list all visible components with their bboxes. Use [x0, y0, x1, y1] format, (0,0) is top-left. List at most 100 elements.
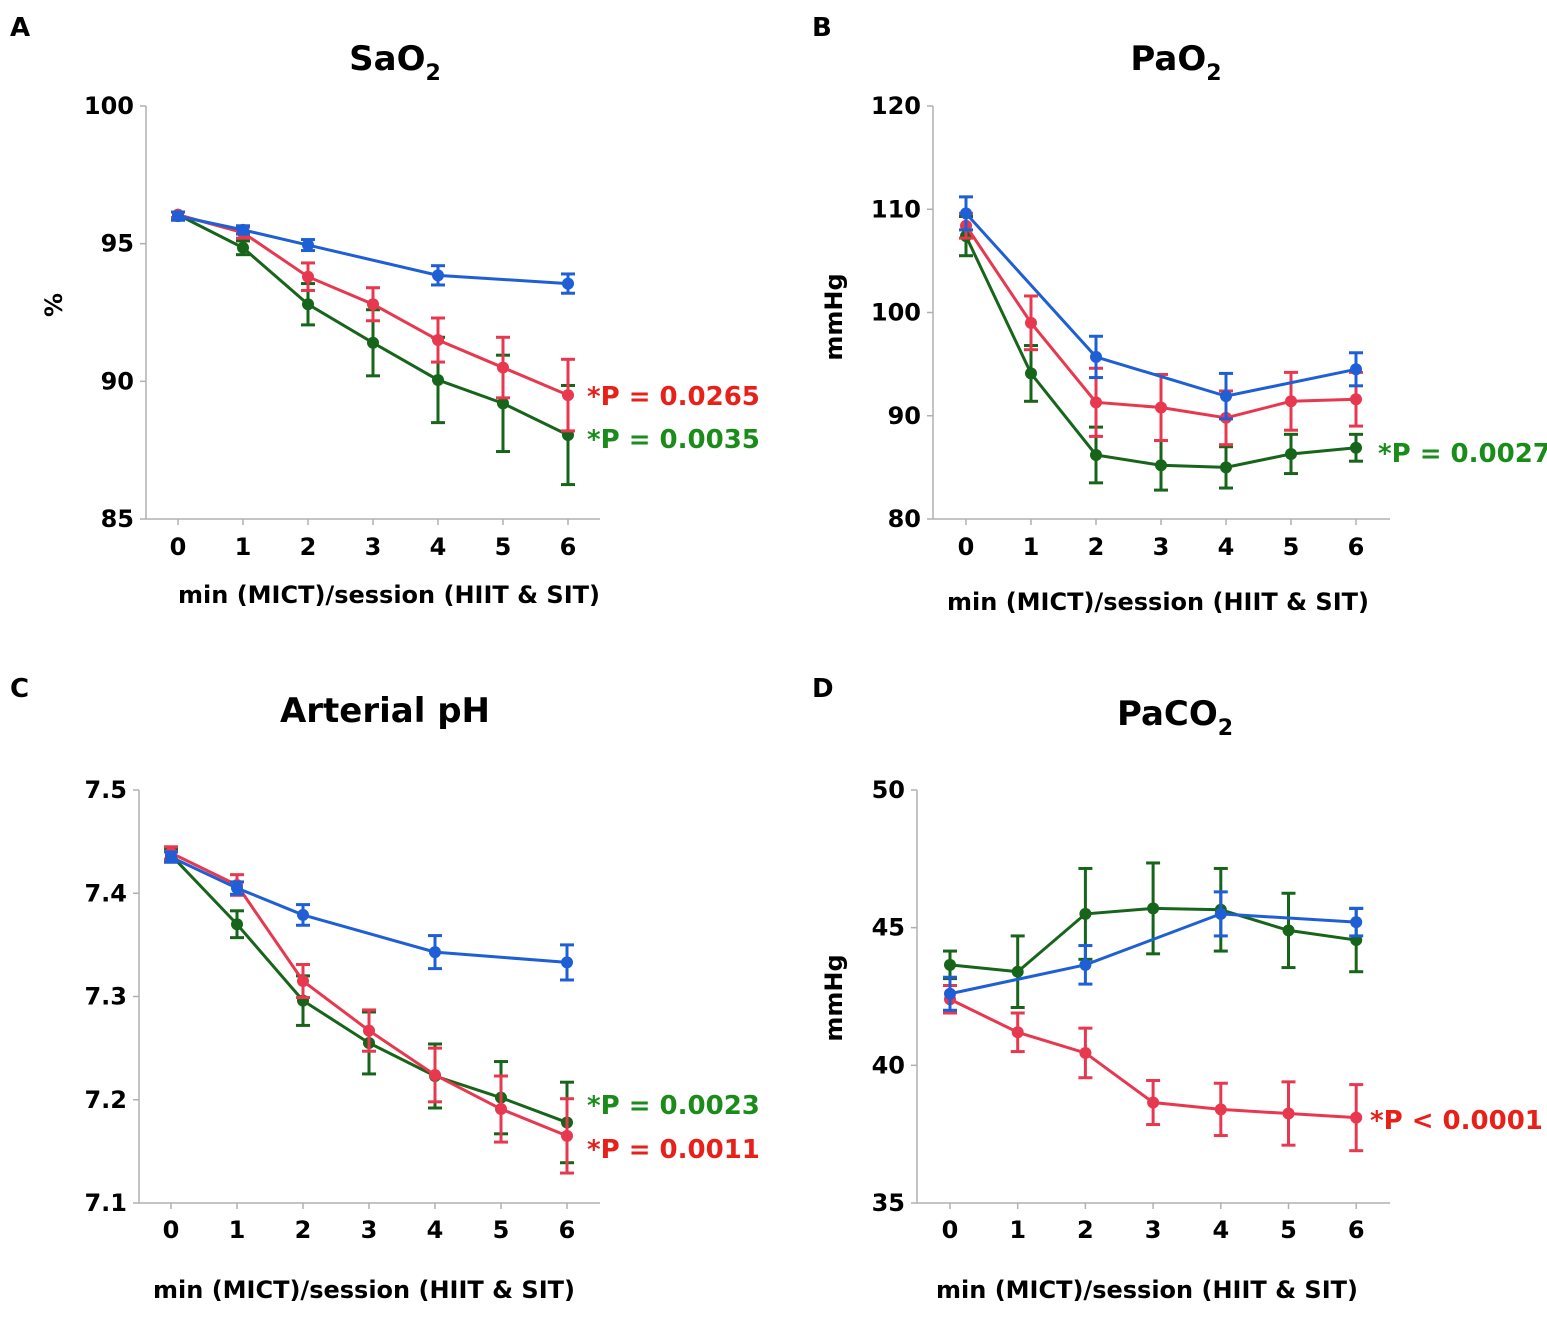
panel-d-ytick-label: 35 [872, 1189, 905, 1217]
panel-c-title-main: Arterial pH [280, 691, 490, 731]
panel-b-series-hiit-point [1025, 316, 1037, 329]
panel-a-series-sit [171, 208, 575, 487]
panel-b-series-sit-point [1025, 367, 1037, 380]
panel-d-series-hiit-point [1147, 1096, 1160, 1109]
panel-d-title-sub: 2 [1218, 716, 1233, 741]
panel-c-ticks: 7.1 7.2 7.3 7.4 7.5 0 1 2 3 4 5 6 [84, 776, 575, 1244]
panel-a-xtick-label: 2 [300, 533, 317, 561]
panel-c-series-sit-point [231, 918, 243, 931]
panel-b-xtick-label: 1 [1023, 533, 1040, 561]
panel-a: A SaO 2 % min (MICT)/session (HIIT & SIT)… [10, 13, 760, 609]
panel-d-xtick-label: 1 [1009, 1216, 1026, 1244]
panel-d-plot [943, 861, 1364, 1153]
panel-b-series-mict-point [960, 207, 972, 220]
panel-d-series-sit [943, 861, 1364, 1010]
panel-b-series-hiit [959, 211, 1363, 447]
panel-a-series-mict-point [237, 223, 249, 236]
panel-b-xtick-label: 0 [958, 533, 975, 561]
panel-b-title: PaO2 [1130, 39, 1221, 86]
panel-c-series-mict-point [165, 851, 177, 864]
panel-a-ylabel: % [40, 293, 68, 317]
panel-d-series-sit-point [1011, 965, 1024, 978]
panel-a-series-mict-point [432, 269, 444, 282]
panel-b-series-hiit-point [1090, 396, 1102, 409]
panel-d-xlabel: min (MICT)/session (HIIT & SIT) [936, 1276, 1358, 1304]
panel-d-ytick-label: 40 [872, 1051, 905, 1079]
panel-b-series-hiit-point [1155, 401, 1167, 414]
panel-c-series-mict-point [297, 908, 309, 921]
panel-a-series-sit-point [432, 373, 444, 386]
panel-b-ytick-label: 100 [871, 299, 921, 327]
panel-c-axes [138, 790, 600, 1204]
panel-c-xtick-label: 0 [163, 1216, 180, 1244]
panel-b-xtick-label: 2 [1088, 533, 1105, 561]
panel-b-series-sit-point [1155, 459, 1167, 472]
panel-a-series-mict-point [302, 239, 314, 252]
panel-b-series-hiit-point [1350, 393, 1362, 406]
panel-a-annotation-1: *P = 0.0265 [587, 382, 760, 412]
panel-c-ytick-label: 7.4 [84, 879, 127, 907]
panel-a-xtick-label: 3 [365, 533, 382, 561]
panel-a-ticks: 85 90 95 100 0 1 2 3 4 5 6 [84, 92, 576, 561]
panel-a-series-mict [171, 210, 575, 295]
panel-d-xtick-label: 0 [942, 1216, 959, 1244]
panel-b-ytick-label: 90 [888, 402, 921, 430]
panel-c-title: Arterial pH [280, 691, 490, 731]
panel-d-series-mict-point [1079, 958, 1092, 971]
panel-d-series-mict [943, 890, 1364, 1012]
panel-a-series-sit-point [237, 241, 249, 254]
panel-letter-a: A [10, 13, 30, 43]
panel-a-xtick-label: 6 [560, 533, 577, 561]
panel-b-plot [959, 195, 1363, 492]
panel-d-title-main: PaCO [1117, 694, 1218, 734]
panel-a-series-hiit-point [497, 361, 509, 374]
panel-d-series-mict-point [1214, 907, 1227, 920]
panel-b-ytick-label: 80 [888, 505, 921, 533]
panel-a-plot [171, 208, 575, 487]
panel-a-series-sit-point [367, 336, 379, 349]
panel-d-xtick-label: 6 [1348, 1216, 1365, 1244]
panel-c-annotation-2: *P = 0.0011 [587, 1135, 760, 1165]
panel-c-annotation-1: *P = 0.0023 [587, 1091, 760, 1121]
panel-a-ytick-label: 95 [101, 230, 134, 258]
panel-b-series-mict-point [1350, 363, 1362, 376]
panel-b-series-sit-point [1220, 461, 1232, 474]
panel-a-xtick-label: 5 [495, 533, 512, 561]
panel-a-series-hiit-point [302, 270, 314, 283]
panel-b-ytick-label: 120 [871, 92, 921, 120]
panel-c-series-hiit-point [495, 1103, 507, 1116]
panel-a-title-main: SaO [349, 39, 425, 79]
panel-c-xtick-label: 4 [427, 1216, 444, 1244]
panel-d-series-hiit-point [1214, 1103, 1227, 1116]
panel-c-xtick-label: 6 [559, 1216, 576, 1244]
panel-c-xtick-label: 5 [493, 1216, 510, 1244]
panel-b-xlabel: min (MICT)/session (HIIT & SIT) [947, 588, 1369, 616]
panel-b-ticks: 80 90 100 110 120 0 1 2 3 4 5 6 [871, 92, 1364, 561]
panel-d-xtick-label: 2 [1077, 1216, 1094, 1244]
panel-a-ytick-label: 100 [84, 92, 134, 120]
panel-c-ytick-label: 7.5 [84, 776, 127, 804]
panel-c-xlabel: min (MICT)/session (HIIT & SIT) [153, 1276, 575, 1304]
panel-c-series-hiit-point [561, 1129, 573, 1142]
panel-b-series-sit-point [1090, 448, 1102, 461]
panel-c-series-hiit-point [429, 1068, 441, 1081]
panel-d-series-sit-point [1147, 902, 1160, 915]
panel-letter-c: C [10, 674, 29, 704]
panel-c-series-mict-point [231, 882, 243, 895]
panel-c-series-mict [164, 850, 574, 982]
panel-a-ytick-label: 85 [101, 505, 134, 533]
panel-b-annotation-1: *P = 0.0027 [1378, 439, 1547, 469]
panel-a-series-sit-point [497, 397, 509, 410]
panel-d-axes [916, 790, 1390, 1204]
panel-c-series-hiit [164, 845, 574, 1175]
panel-c-xtick-label: 1 [229, 1216, 246, 1244]
panel-d-ytick-label: 45 [872, 914, 905, 942]
panel-b-series-mict-line [964, 212, 1357, 398]
panel-a-xtick-label: 4 [430, 533, 447, 561]
panel-a-xlabel: min (MICT)/session (HIIT & SIT) [178, 581, 600, 609]
panel-d-ytick-label: 50 [872, 776, 905, 804]
panel-a-series-hiit-point [367, 298, 379, 311]
panel-c-xtick-label: 3 [361, 1216, 378, 1244]
panel-a-ytick-label: 90 [101, 367, 134, 395]
panel-b-ytick-label: 110 [871, 195, 921, 223]
